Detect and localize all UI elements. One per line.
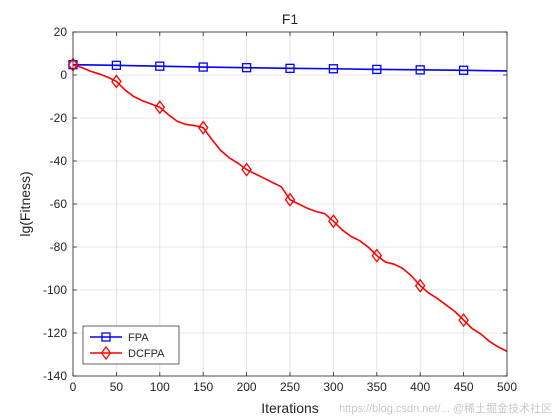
data-point-dcfpa <box>458 313 469 328</box>
data-point-dcfpa <box>371 248 383 263</box>
y-tick-label: -20 <box>50 111 68 125</box>
x-tick-label: 250 <box>280 380 300 394</box>
y-axis-title: lg(Fitness) <box>17 171 33 236</box>
data-point-fpa <box>458 65 469 75</box>
x-tick-label: 450 <box>454 380 474 394</box>
data-point-dcfpa <box>197 120 209 135</box>
x-tick-label: 400 <box>410 380 430 394</box>
series-line-dcfpa <box>72 63 508 352</box>
data-point-fpa <box>241 63 252 73</box>
data-point-dcfpa <box>241 162 252 177</box>
series-line-fpa <box>72 63 508 72</box>
x-tick-label: 300 <box>323 380 343 394</box>
legend: FPA DCFPA <box>82 325 180 365</box>
data-point-dcfpa <box>414 278 426 293</box>
data-point-fpa <box>111 60 122 70</box>
y-tick-label: -40 <box>50 154 68 168</box>
y-tick-label: -60 <box>50 197 68 211</box>
legend-label-fpa: FPA <box>128 332 149 344</box>
data-point-dcfpa <box>284 192 296 207</box>
x-axis-title: Iterations <box>261 400 319 416</box>
y-tick-label: 0 <box>60 68 67 82</box>
data-point-fpa <box>198 62 208 72</box>
series-fpa <box>68 60 508 75</box>
legend-label-dcfpa: DCFPA <box>128 348 165 360</box>
data-point-fpa <box>285 63 295 73</box>
data-point-fpa <box>372 64 382 75</box>
data-point-fpa <box>415 65 425 75</box>
y-tick-label: -100 <box>43 283 67 297</box>
data-point-dcfpa <box>154 100 166 115</box>
x-tick-label: 50 <box>110 380 124 394</box>
x-tick-label: 150 <box>193 380 213 394</box>
x-tick-label: 200 <box>237 380 257 394</box>
chart-title: F1 <box>282 11 299 27</box>
y-tick-label: -120 <box>43 326 67 340</box>
watermark-text: https://blog.csdn.net/... @稀土掘金技术社区 <box>339 401 552 415</box>
legend-marker-dcfpa <box>100 345 112 361</box>
x-tick-label: 500 <box>497 380 517 394</box>
x-tick-label: 0 <box>70 380 77 394</box>
legend-items: FPA DCFPA <box>90 332 165 361</box>
data-point-fpa <box>155 61 165 71</box>
axis-ticks: 0 50 100 150 200 250 300 350 400 450 500200-20-40-… <box>43 25 517 394</box>
data-point-dcfpa <box>111 74 122 89</box>
y-tick-label: -80 <box>50 240 68 254</box>
legend-marker-fpa <box>101 332 111 342</box>
data-point-fpa <box>328 64 339 74</box>
x-tick-label: 100 <box>150 380 170 394</box>
series-group <box>67 57 508 352</box>
legend-box <box>82 325 180 365</box>
data-point-dcfpa <box>328 214 339 229</box>
y-tick-label: 20 <box>54 25 68 39</box>
x-tick-label: 350 <box>367 380 387 394</box>
series-dcfpa <box>67 57 508 352</box>
y-tick-label: -140 <box>43 369 67 383</box>
